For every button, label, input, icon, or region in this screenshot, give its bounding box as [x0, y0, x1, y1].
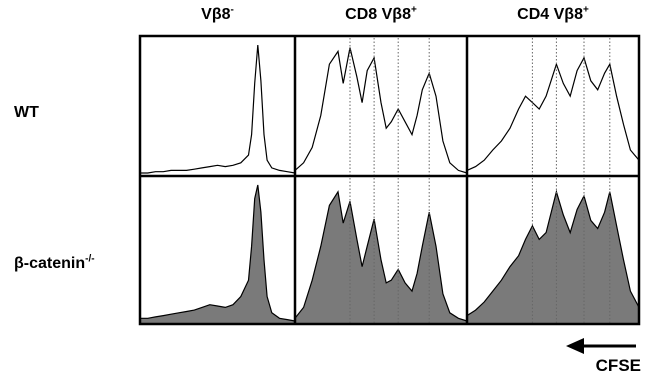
outer-frame [138, 34, 641, 326]
row-label-text: WT [14, 104, 39, 121]
histogram-panel [466, 178, 640, 323]
histogram-panel [466, 38, 640, 175]
column-label-superscript: - [230, 4, 234, 16]
row-label-beta-catenin-knockout: β-catenin-/- [14, 253, 95, 273]
histogram-curve [466, 56, 640, 171]
histogram-panel [140, 184, 296, 323]
histogram-curve [466, 189, 640, 317]
x-axis-label: CFSE [595, 356, 641, 375]
histogram-curve [140, 184, 296, 322]
row-label-wt: WT [14, 104, 39, 122]
histogram-fill [140, 185, 295, 323]
column-label-vb8-negative: Vβ8- [140, 4, 295, 24]
column-label-cd8-vb8-positive: CD8 Vβ8+ [295, 4, 467, 24]
column-label-cd4-vb8-positive: CD4 Vβ8+ [467, 4, 639, 24]
row-label-superscript: -/- [85, 253, 95, 265]
histogram-panel [294, 38, 468, 175]
histogram-curve [294, 190, 468, 322]
column-label-text: Vβ8 [201, 6, 231, 23]
histogram-fill [467, 191, 639, 323]
histogram-fill [295, 191, 467, 323]
column-label-text: CD8 Vβ8 [345, 6, 411, 23]
histogram-curve [140, 44, 296, 174]
left-arrow-icon [566, 338, 636, 354]
histogram-panel [140, 44, 296, 174]
panel-frame [138, 34, 641, 326]
row-label-text: β-catenin [14, 255, 86, 272]
column-label-text: CD4 Vβ8 [517, 6, 583, 23]
column-label-superscript: + [582, 4, 589, 16]
column-label-superscript: + [410, 4, 417, 16]
panels-layer [140, 38, 640, 323]
histogram-curve [294, 47, 468, 174]
histogram-panel [294, 178, 468, 323]
